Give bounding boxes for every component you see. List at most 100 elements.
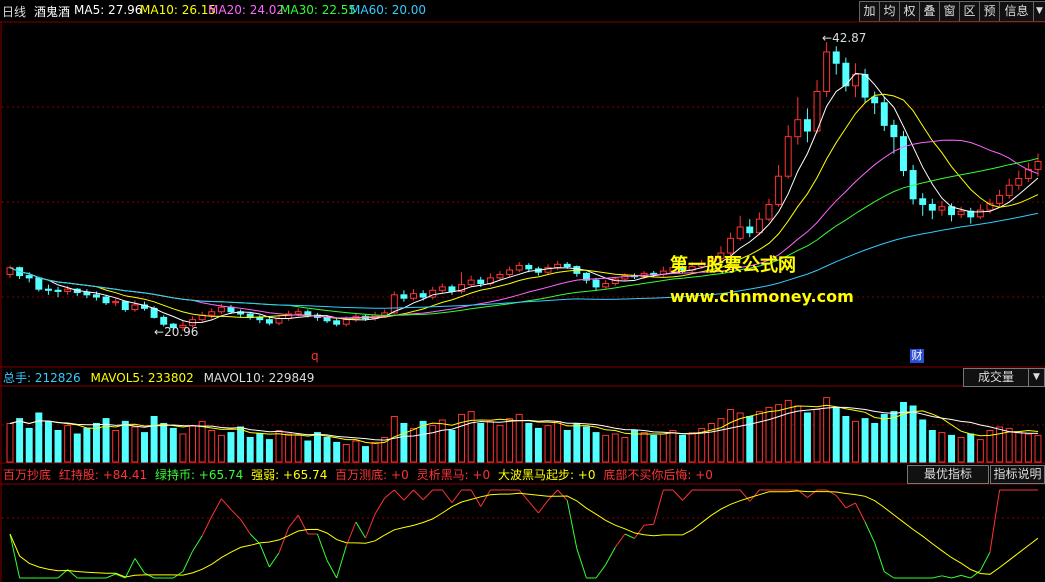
volume-bar: [957, 437, 965, 463]
candle: [707, 255, 715, 266]
oscillator-segment: [249, 533, 261, 545]
oscillator-segment: [268, 552, 280, 568]
volume-bar: [544, 425, 552, 463]
toolbar-overlay-button[interactable]: 叠: [919, 1, 940, 22]
oscillator-segment: [441, 489, 453, 503]
candle: [237, 309, 245, 318]
stock-name: 酒鬼酒: [34, 5, 71, 19]
oscillator-segment: [326, 560, 338, 579]
candle: [1034, 153, 1042, 177]
volume-bar: [285, 433, 293, 463]
volume-bar: [429, 425, 437, 463]
chevron-down-icon[interactable]: ▼: [1028, 368, 1045, 387]
volume-bar: [92, 423, 100, 463]
indicator-item: 绿持币: +65.74: [154, 468, 244, 482]
low-price-annotation: ←20.96: [154, 325, 199, 339]
period-label[interactable]: 日线: [2, 5, 27, 19]
candle: [121, 300, 129, 312]
candle: [256, 315, 264, 324]
candle: [948, 203, 956, 222]
volume-bar: [967, 433, 975, 463]
volume-bar: [141, 432, 148, 463]
candle: [794, 97, 802, 145]
volume-bar: [400, 423, 408, 463]
volume-bar: [342, 444, 350, 463]
candle: [44, 284, 52, 295]
indicator-item: 大波黑马起步: +0: [497, 468, 596, 482]
volume-bar: [150, 416, 158, 463]
volume-bar: [755, 411, 763, 463]
volume-bar: [265, 439, 273, 463]
volume-bar: [304, 440, 312, 463]
oscillator-segment: [605, 546, 616, 566]
mavol10-value: MAVOL10: 229849: [203, 371, 315, 385]
volume-bar: [256, 433, 264, 463]
strength-line: [9, 490, 1039, 578]
candlestick-series: [6, 42, 1042, 331]
volume-bar: [582, 426, 590, 463]
best-indicator-button[interactable]: 最优指标: [907, 465, 989, 484]
volume-bar: [842, 416, 850, 463]
oscillator-segment: [672, 489, 683, 501]
oscillator-segment: [278, 527, 290, 554]
event-marker-q[interactable]: q: [311, 349, 319, 363]
candle: [438, 283, 446, 293]
ma5-value: MA5: 27.96: [74, 3, 143, 17]
volume-bar: [631, 430, 638, 463]
oscillator-segment: [403, 489, 414, 501]
volume-bar: [102, 418, 110, 463]
toolbar-range-button[interactable]: 区: [959, 1, 980, 22]
oscillator-segment: [874, 542, 885, 572]
oscillator-segment: [374, 497, 386, 515]
volume-bar: [410, 427, 417, 463]
volume-bar: [794, 405, 802, 463]
indicator-help-button[interactable]: 指标说明: [990, 465, 1045, 484]
oscillator-segment: [480, 489, 491, 507]
volume-bar: [621, 437, 629, 463]
volume-bar: [44, 420, 52, 463]
financial-report-marker[interactable]: 财: [910, 349, 924, 363]
oscillator-segment: [557, 489, 568, 501]
volume-indicator-dropdown[interactable]: 成交量: [963, 368, 1029, 387]
oscillator-segment: [989, 489, 1001, 553]
volume-bar: [227, 432, 235, 463]
oscillator-segment: [970, 570, 981, 579]
volume-bar: [909, 405, 917, 463]
oscillator-segment: [653, 489, 664, 525]
ma60-line: [9, 212, 1039, 309]
candle: [534, 266, 542, 276]
candle: [928, 198, 936, 220]
ma10-line: [9, 93, 1039, 319]
volume-bar: [928, 430, 936, 463]
volume-bar: [112, 430, 120, 463]
volume-bar: [371, 441, 379, 463]
volume-bar: [871, 423, 879, 463]
indicator-item: 百万测底: +0: [335, 468, 409, 482]
oscillator-segment: [961, 574, 971, 579]
volume-bar: [602, 434, 610, 463]
volume-bar: [823, 397, 831, 463]
candle: [208, 308, 216, 319]
volume-bar: [458, 413, 466, 463]
ma10-value: MA10: 26.15: [140, 3, 217, 17]
toolbar-forecast-button[interactable]: 预: [979, 1, 1000, 22]
candle: [131, 300, 139, 312]
volume-bar: [390, 416, 398, 463]
volume-bar: [294, 434, 302, 463]
volume-bar: [640, 432, 648, 463]
volume-bar: [1024, 433, 1032, 463]
volume-bar: [534, 427, 542, 463]
volume-bar: [515, 413, 523, 463]
chart-header: 日线 酒鬼酒 MA5: 27.96 MA10: 26.15 MA20: 24.0…: [0, 0, 1045, 22]
candle: [832, 46, 840, 75]
candle: [746, 219, 754, 238]
candle: [1024, 162, 1032, 182]
volume-bar: [438, 419, 446, 463]
volume-bar: [246, 437, 254, 463]
oscillator-segment: [345, 521, 357, 547]
oscillator-segment: [528, 501, 539, 514]
volume-bar: [948, 434, 956, 463]
candle: [102, 294, 110, 305]
toolbar-average-button[interactable]: 均: [879, 1, 900, 22]
